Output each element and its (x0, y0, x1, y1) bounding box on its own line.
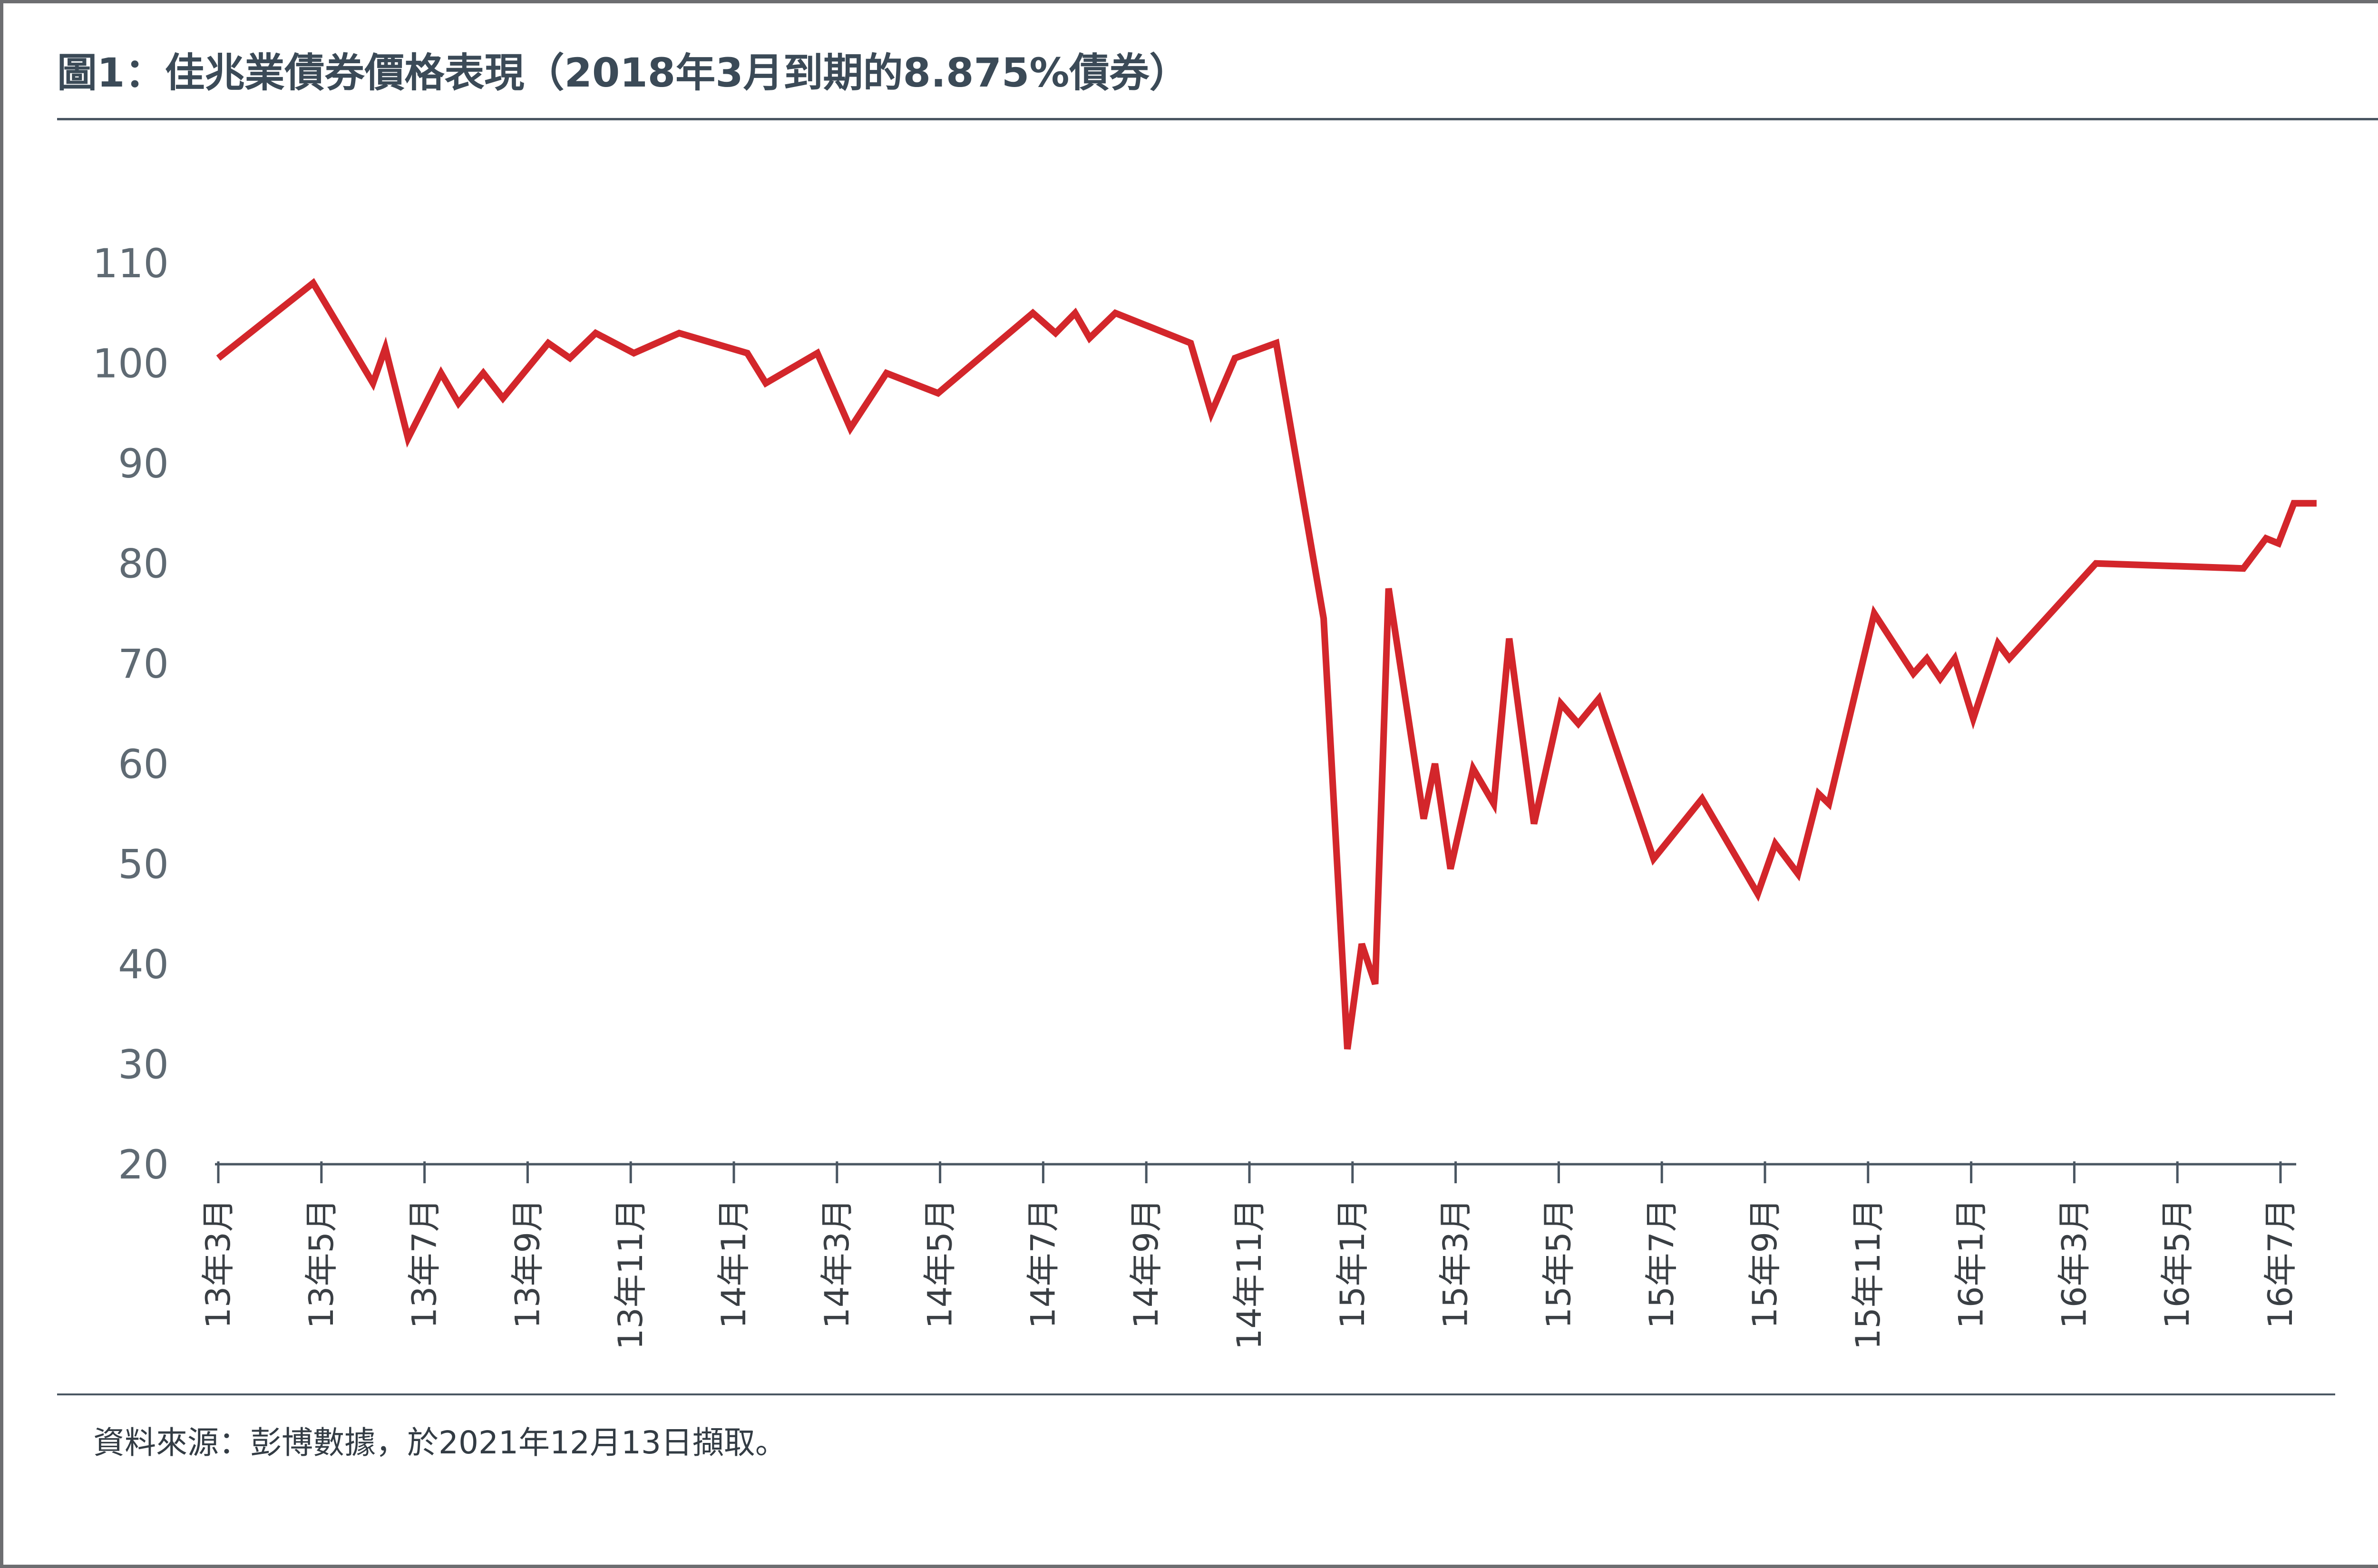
chart-title: 圖1：佳兆業債券價格表現（2018年3月到期的8.875%債券） (57, 49, 1189, 96)
y-tick-label: 20 (118, 1141, 169, 1188)
x-tick-label: 16年5月 (2158, 1198, 2197, 1329)
x-tick-label: 13年3月 (199, 1198, 238, 1329)
x-tick-label: 15年3月 (1436, 1198, 1475, 1329)
x-tick-label: 15年11月 (1849, 1198, 1888, 1350)
x-tick-label: 14年11月 (1230, 1198, 1269, 1350)
x-tick-label: 13年7月 (405, 1198, 444, 1329)
x-tick-label: 13年9月 (508, 1198, 547, 1329)
x-tick-label: 16年1月 (1952, 1198, 1991, 1329)
y-tick-label: 80 (118, 541, 169, 587)
x-tick-label: 14年5月 (921, 1198, 960, 1329)
y-tick-label: 40 (118, 941, 169, 988)
y-axis-ticks: 110 100 90 80 70 60 50 40 30 20 (93, 240, 169, 1188)
x-tick-label: 16年3月 (2055, 1198, 2094, 1329)
y-tick-label: 110 (93, 240, 169, 287)
y-tick-label: 90 (118, 440, 169, 487)
x-axis-ticks: 13年3月 13年5月 13年7月 13年9月 13年11月 14年1月 14年3月 14年5… (199, 1161, 2300, 1350)
x-tick-label: 15年7月 (1642, 1198, 1681, 1329)
source-divider (57, 1393, 2335, 1395)
x-tick-label: 14年3月 (818, 1198, 857, 1329)
x-tick-label: 14年9月 (1127, 1198, 1166, 1329)
x-tick-label: 15年5月 (1539, 1198, 1578, 1329)
y-tick-label: 70 (118, 641, 169, 687)
x-tick-label: 13年11月 (611, 1198, 650, 1350)
y-tick-label: 30 (118, 1041, 169, 1088)
y-tick-label: 50 (118, 841, 169, 887)
x-tick-label: 14年1月 (714, 1198, 753, 1329)
x-tick-label: 16年7月 (2261, 1198, 2300, 1329)
x-tick-label: 15年9月 (1745, 1198, 1784, 1329)
y-tick-label: 100 (93, 341, 169, 387)
source-note: 資料來源：彭博數據，於2021年12月13日擷取。 (93, 1424, 787, 1461)
x-tick-label: 15年1月 (1333, 1198, 1372, 1329)
series-line (216, 278, 2317, 1050)
title-divider (57, 118, 2378, 120)
x-tick-label: 14年7月 (1023, 1198, 1062, 1329)
y-tick-label: 60 (118, 741, 169, 788)
x-tick-label: 13年5月 (302, 1198, 341, 1329)
